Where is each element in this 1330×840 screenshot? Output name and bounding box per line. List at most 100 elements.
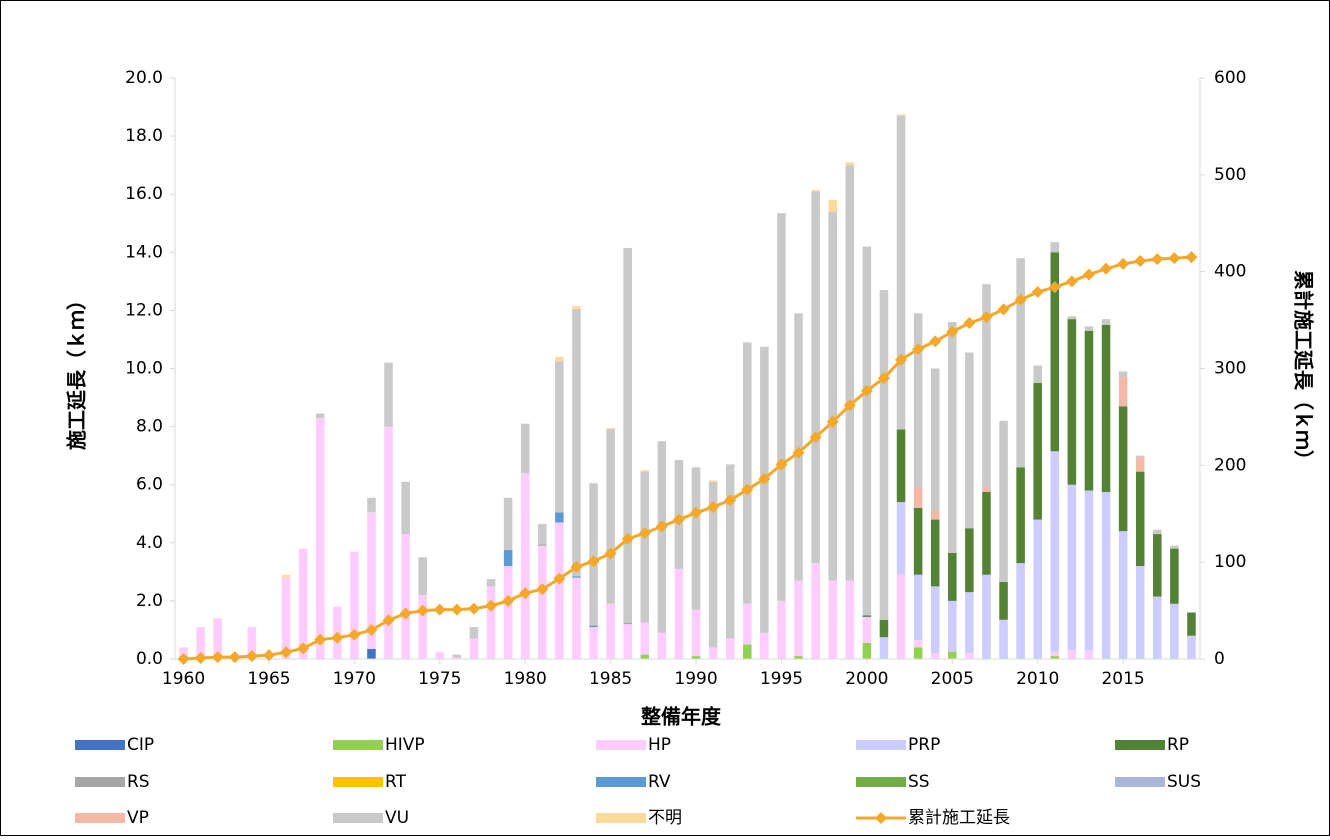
bar-segment [725, 464, 735, 639]
bar-segment [1118, 371, 1128, 378]
legend-swatch [75, 777, 125, 787]
bar-segment [930, 586, 940, 654]
bar-segment [1101, 319, 1111, 325]
bar-segment [1101, 324, 1111, 492]
bar-segment [982, 491, 991, 575]
legend-swatch [596, 813, 646, 823]
bar-segment [862, 615, 872, 617]
bar-segment [657, 441, 667, 633]
line-marker [1014, 293, 1027, 306]
line-marker [280, 646, 293, 659]
line-marker [450, 603, 463, 616]
line-marker [1151, 253, 1164, 266]
line-marker [553, 572, 566, 585]
bar-segment [196, 627, 205, 659]
bar-segment [538, 545, 547, 659]
bar-segment [486, 579, 496, 587]
bar-segment [315, 413, 325, 418]
bar-segment [469, 638, 479, 659]
bar-segment [1050, 252, 1060, 452]
legend-label: HIVP [385, 735, 425, 755]
x-tick-label: 1985 [589, 669, 632, 689]
bar-segment [1016, 563, 1025, 659]
bar-segment [1033, 365, 1042, 384]
legend-swatch [856, 777, 906, 787]
bar-segment [913, 640, 923, 648]
line-marker [860, 384, 873, 397]
bar-segment [1033, 519, 1042, 659]
bar-segment [1067, 319, 1077, 485]
bar-segment [777, 213, 786, 601]
bar-segment [1135, 566, 1145, 659]
line-marker [177, 653, 190, 665]
bar-segment [948, 600, 957, 652]
line-marker [1117, 257, 1130, 270]
bar-segment [538, 523, 547, 545]
bar-segment [982, 574, 991, 659]
y2-tick-label: 500 [1214, 165, 1246, 185]
legend-label: RT [385, 772, 407, 792]
line-marker [467, 602, 480, 615]
legend-label: SS [908, 772, 930, 792]
y-axis-title: 施工延長（ｋｍ） [65, 290, 89, 450]
bar-segment [315, 417, 325, 659]
bar-segment [1118, 531, 1128, 659]
bar-segment [452, 657, 462, 659]
bar-segment [640, 470, 650, 472]
bar-segment [1153, 529, 1162, 535]
y-tick-label: 14.0 [125, 242, 163, 262]
y2-tick-label: 600 [1214, 68, 1246, 88]
legend-swatch [596, 740, 646, 750]
bar-segment [503, 566, 513, 659]
bar-segment [281, 577, 291, 659]
line-marker [399, 607, 412, 620]
line-marker [262, 649, 275, 662]
y2-tick-label: 300 [1214, 359, 1246, 379]
line-marker [348, 628, 361, 641]
bar-segment [1050, 242, 1060, 253]
line-marker [331, 631, 344, 644]
line-marker [1065, 275, 1078, 288]
bar-segment [743, 644, 752, 659]
bar-segment [708, 481, 718, 648]
bar-segment [811, 189, 820, 192]
bar-segment [1118, 377, 1128, 407]
y2-axis-title: 累計施工延長（ｋｍ） [1292, 270, 1316, 470]
line-marker [519, 587, 532, 600]
bar-segment [520, 423, 530, 474]
bar-segment [418, 557, 427, 596]
y2-tick-label: 0 [1214, 649, 1225, 669]
bar-segment [555, 512, 564, 523]
bar-segment [708, 480, 718, 482]
legend-label: HP [648, 735, 671, 755]
bar-segment [896, 114, 906, 116]
bar-segment [606, 429, 615, 604]
bar-segment [1067, 650, 1077, 659]
bar-segment [794, 656, 803, 659]
line-marker [638, 527, 651, 540]
bar-segment [538, 544, 547, 546]
bar-segment [1118, 406, 1128, 532]
legend-swatch [1115, 777, 1165, 787]
line-marker [297, 642, 310, 655]
bar-segment [486, 586, 496, 659]
bar-segment [350, 551, 359, 659]
y-tick-label: 18.0 [125, 126, 163, 146]
legend-swatch [333, 777, 383, 787]
bar-segment [930, 519, 940, 587]
bar-segment [743, 603, 752, 645]
line-marker [792, 446, 805, 459]
bar-segment [743, 342, 752, 604]
bar-segment [657, 632, 667, 659]
legend-swatch [333, 813, 383, 823]
bar-segment [999, 619, 1008, 659]
bar-segment [896, 429, 906, 503]
bar-segment [896, 574, 906, 659]
bar-segment [418, 595, 427, 659]
bar-segment [367, 648, 376, 659]
bar-segment [1135, 455, 1145, 458]
y-tick-label: 6.0 [136, 475, 163, 495]
bar-segment [879, 290, 889, 620]
bar-segment [811, 191, 820, 564]
line-marker [604, 547, 617, 560]
